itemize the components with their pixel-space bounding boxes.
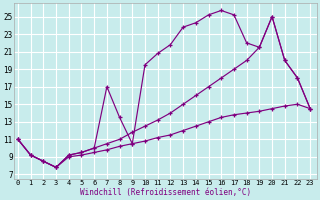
X-axis label: Windchill (Refroidissement éolien,°C): Windchill (Refroidissement éolien,°C)	[80, 188, 251, 197]
